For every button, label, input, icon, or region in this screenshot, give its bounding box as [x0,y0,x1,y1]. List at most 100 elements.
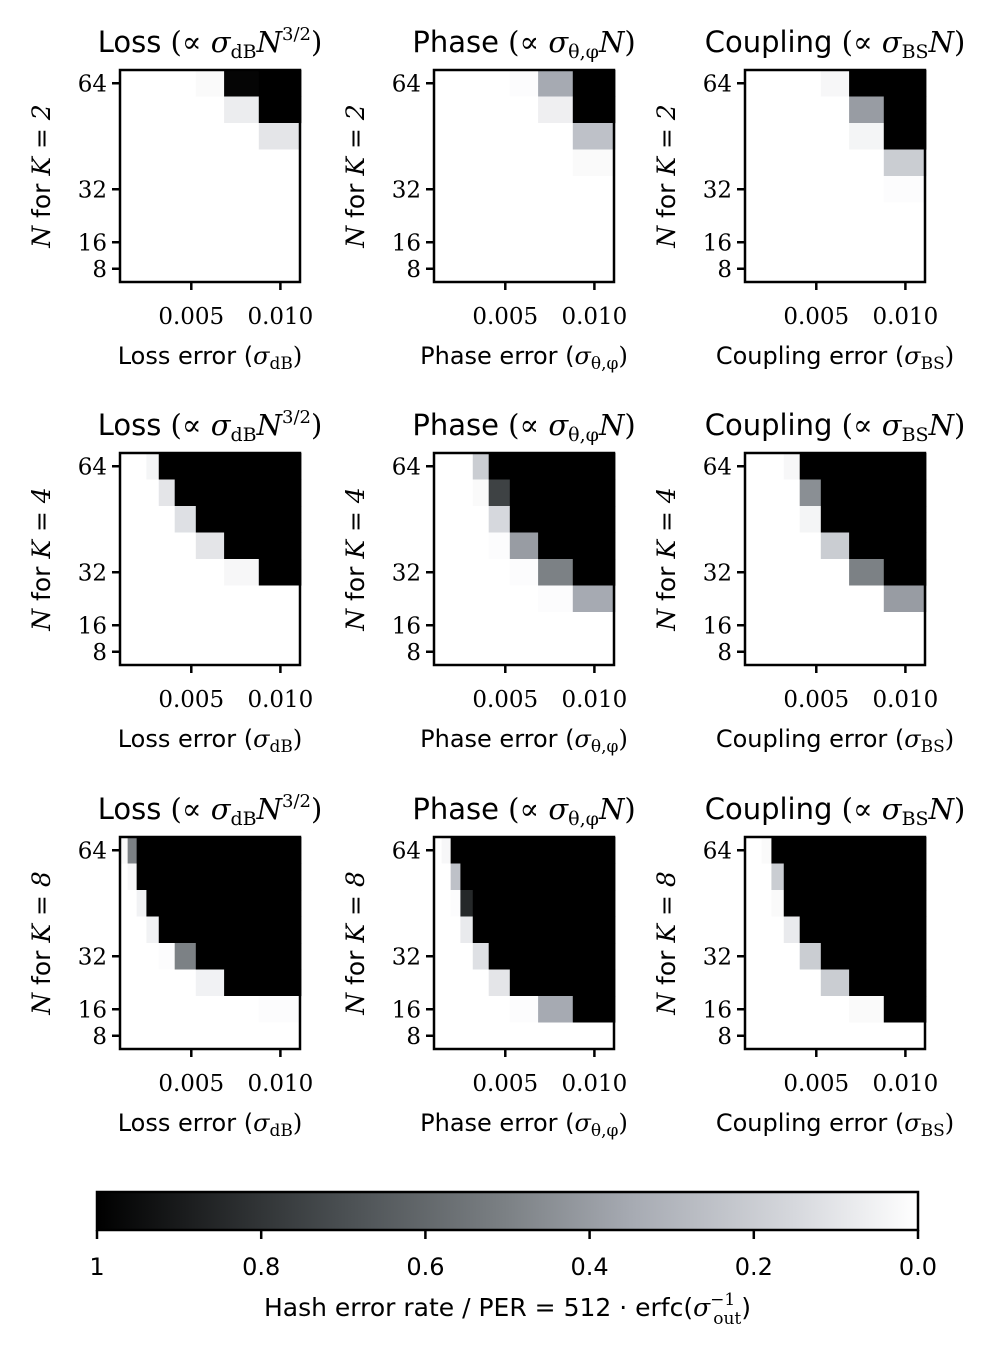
heatmap-cell [472,70,490,97]
heatmap-cell [820,532,850,560]
heatmap-cell [472,559,490,586]
heatmap-cell [883,532,927,560]
heatmap-cell [195,149,225,177]
heatmap-cell [127,123,138,150]
heatmap-cell [783,585,801,613]
y-tick-label: 64 [392,838,421,864]
heatmap-cell [127,149,138,177]
heatmap-cell [849,863,885,891]
heatmap-cell [799,863,822,891]
heatmap-cell [849,837,885,864]
heatmap-cell [258,479,302,507]
heatmap-cell [174,863,197,891]
heatmap-cell [450,149,461,177]
heatmap-cell [158,453,176,480]
heatmap-cell [783,176,801,203]
heatmap-cell [127,255,138,283]
heatmap-cell [745,837,754,864]
heatmap-cell [572,969,616,997]
heatmap-cell [745,916,754,944]
heatmap-cell [572,255,616,283]
heatmap-cell [572,96,616,124]
heatmap-cell [761,969,772,997]
heatmap-cell [441,559,452,586]
heatmap-cell [450,176,461,203]
heatmap-cell [488,890,511,917]
heatmap-cell [174,996,197,1023]
heatmap-cell [799,453,822,480]
heatmap-cell [771,70,785,97]
heatmap-cell [538,532,574,560]
heatmap-cell [509,837,539,864]
heatmap-cell [752,532,763,560]
heatmap-cell [120,916,129,944]
heatmap-cell [120,123,129,150]
heatmap-cell [799,255,822,283]
heatmap-cell [509,996,539,1023]
heatmap-cell [195,202,225,230]
y-tick-label: 8 [717,257,732,283]
heatmap-cell [434,96,443,124]
y-tick-label: 16 [78,230,107,256]
heatmap-cell [761,559,772,586]
heatmap-cell [434,863,443,891]
heatmap-cell [174,612,197,639]
heatmap-cell [224,176,260,203]
heatmap-cell [174,837,197,864]
heatmap-cell [120,1022,129,1050]
heatmap-cell [472,479,490,507]
heatmap-cell [258,176,302,203]
colorbar-tick-label: 0.6 [406,1253,444,1281]
heatmap-cell [783,638,801,666]
x-axis-label: Coupling error (σBS) [716,725,954,757]
heatmap-cell [572,559,616,586]
heatmap-cell [771,612,785,639]
heatmap-cell [174,890,197,917]
heatmap-cell [146,969,160,997]
heatmap-cell [158,969,176,997]
heatmap-cell [488,229,511,256]
heatmap-cell [224,943,260,970]
heatmap-cell [460,255,474,283]
heatmap-cell [761,863,772,891]
y-tick-label: 8 [92,257,107,283]
heatmap-cell [120,863,129,891]
heatmap-cell [174,506,197,533]
heatmap-cell [434,229,443,256]
heatmap-cell [258,123,302,150]
heatmap-cell [450,890,461,917]
heatmap-cell [752,453,763,480]
heatmap-cell [158,96,176,124]
heatmap-cell [450,996,461,1023]
plot-frame [118,451,302,667]
heatmap-cell [883,453,927,480]
heatmap-cell [158,123,176,150]
heatmap-cell [174,532,197,560]
heatmap-cell [120,255,129,283]
heatmap-cell [472,149,490,177]
heatmap-cell [434,506,443,533]
heatmap-cell [120,70,129,97]
heatmap-cell [441,916,452,944]
heatmap-cell [572,837,616,864]
heatmap-cell [752,149,763,177]
heatmap-cell [146,506,160,533]
heatmap-cell [258,890,302,917]
heatmap-cell [146,229,160,256]
x-tick-label: 0.005 [158,304,224,330]
y-tick-label: 64 [78,71,107,97]
heatmap-cell [472,532,490,560]
heatmap-cell [509,890,539,917]
heatmap-cell [450,559,461,586]
heatmap-cell [146,943,160,970]
y-tick-label: 8 [92,640,107,666]
heatmap-cell [460,96,474,124]
heatmap-cell [174,943,197,970]
heatmap-cell [820,70,850,97]
heatmap-cell [783,943,801,970]
heatmap-cell [883,585,927,613]
heatmap-cell [224,1022,260,1050]
heatmap-cell [538,612,574,639]
heatmap-cell [538,479,574,507]
heatmap-cell [472,453,490,480]
